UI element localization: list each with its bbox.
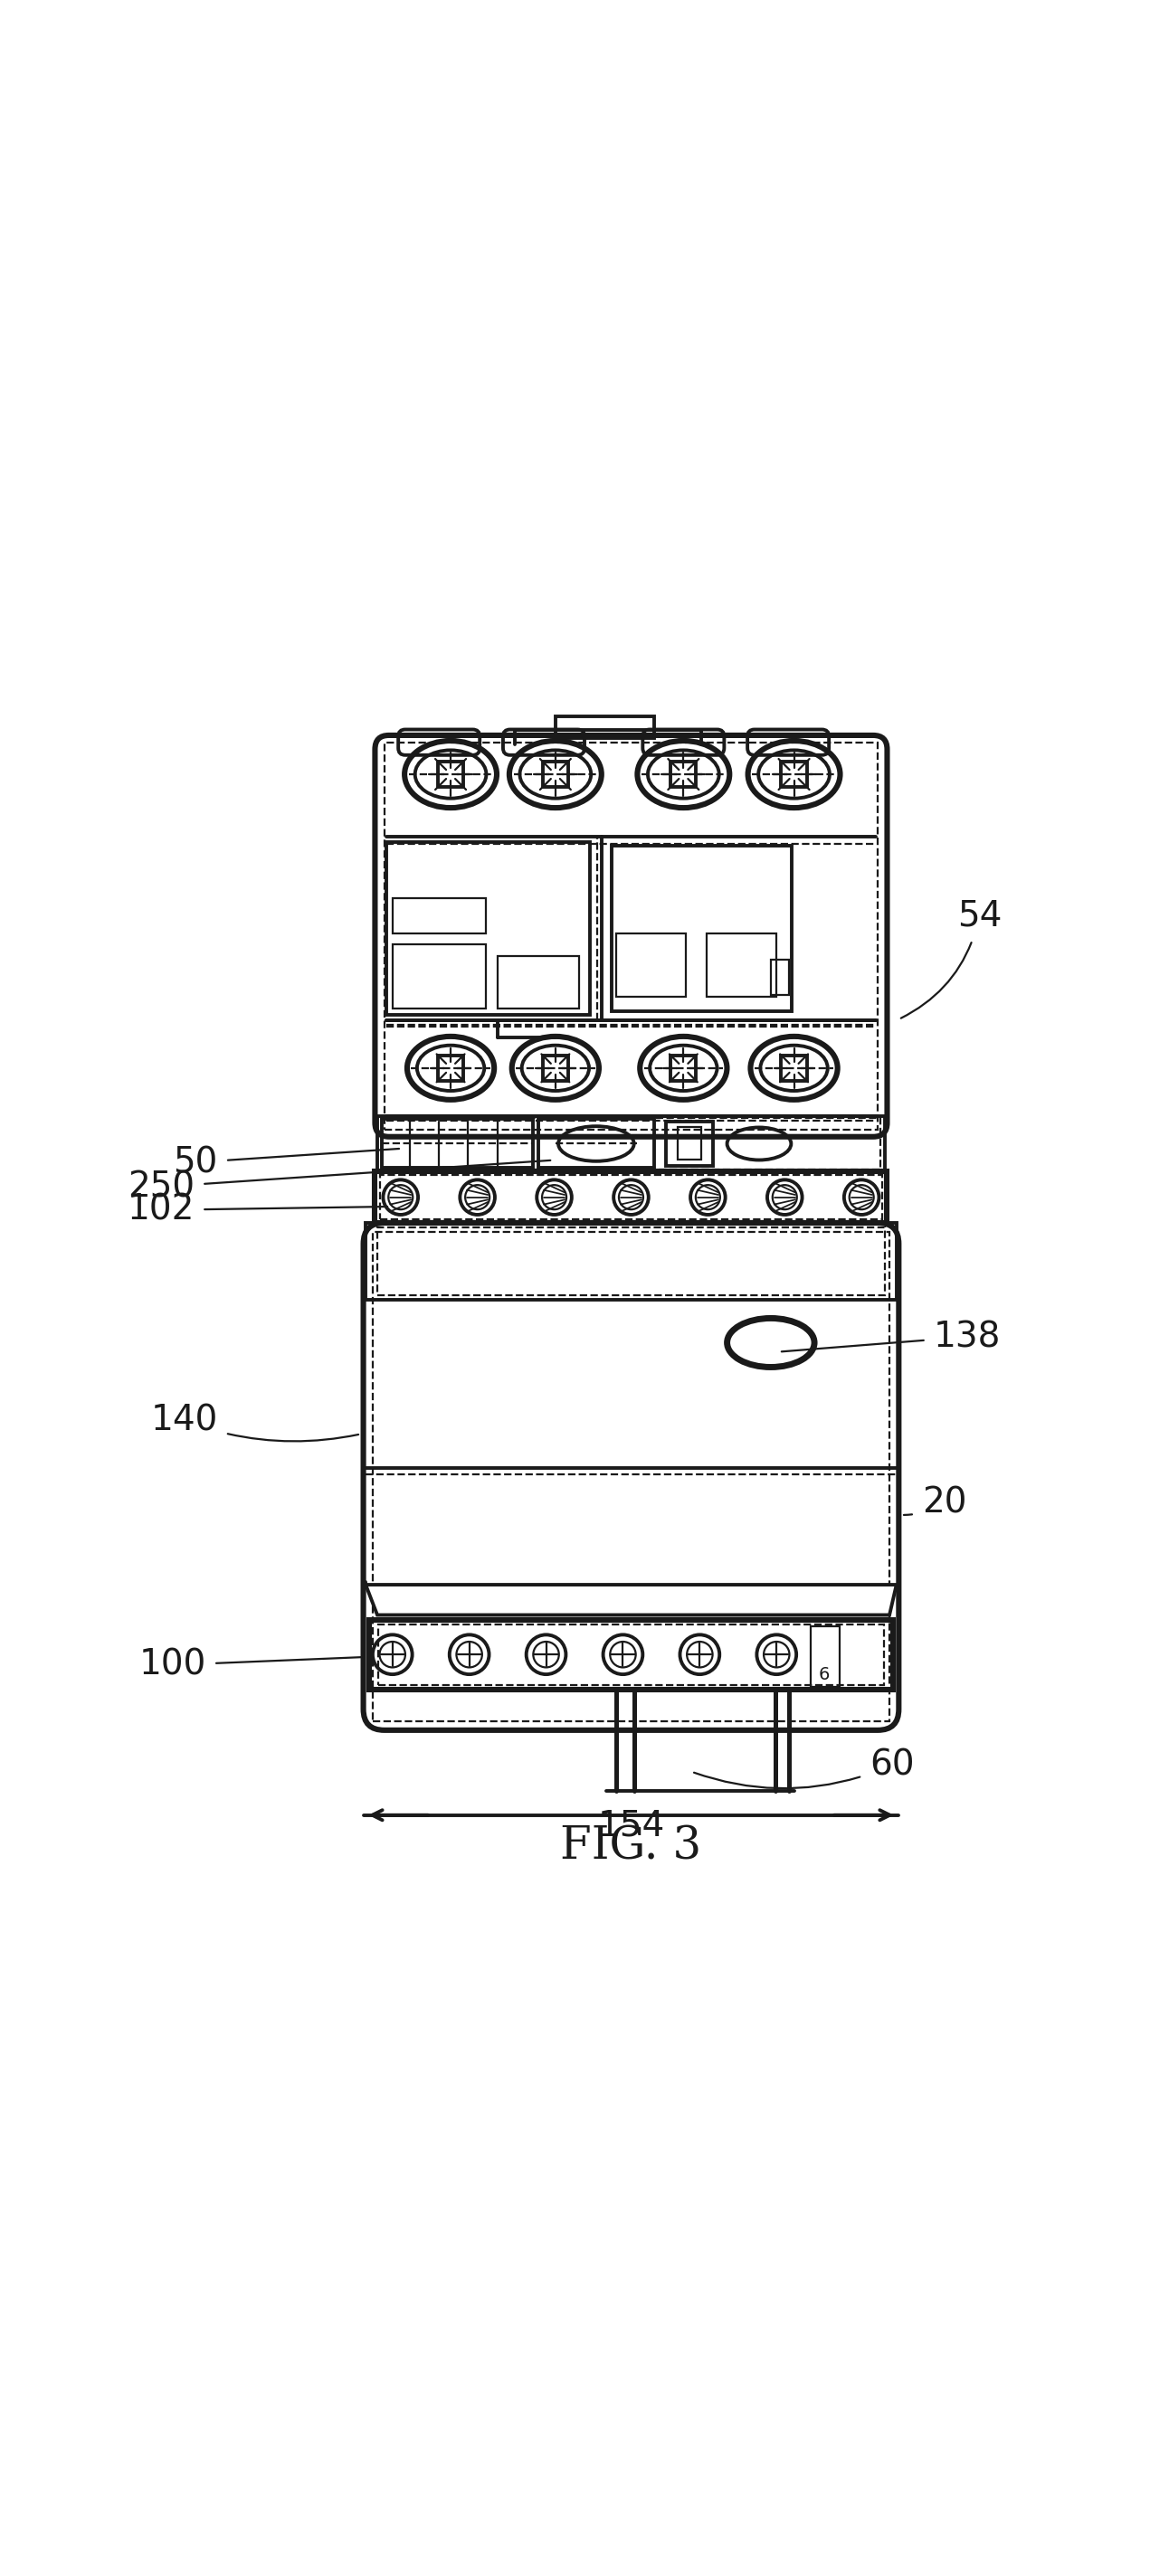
Bar — [369, 1620, 893, 1690]
Bar — [497, 956, 579, 1010]
Bar — [555, 716, 655, 737]
Bar — [810, 1625, 839, 1687]
Text: 140: 140 — [151, 1404, 359, 1440]
Bar — [382, 1121, 533, 1167]
Text: 6: 6 — [818, 1667, 830, 1685]
Bar — [387, 842, 590, 1015]
Bar — [385, 742, 878, 1131]
Bar — [378, 1115, 885, 1172]
Text: 100: 100 — [139, 1649, 364, 1682]
Polygon shape — [366, 1584, 897, 1615]
Bar — [373, 1231, 890, 1721]
Bar — [438, 762, 463, 788]
Bar — [770, 961, 789, 994]
Bar — [781, 1056, 807, 1082]
Bar — [538, 1121, 655, 1167]
Bar — [671, 1056, 697, 1082]
Bar — [378, 1229, 885, 1296]
Bar — [678, 1128, 701, 1159]
Text: 138: 138 — [782, 1319, 1001, 1355]
Bar — [671, 762, 697, 788]
Bar — [542, 1056, 568, 1082]
Bar — [375, 1172, 887, 1224]
Bar — [438, 1056, 463, 1082]
Bar — [366, 1224, 897, 1301]
Text: 54: 54 — [901, 899, 1002, 1018]
Bar — [382, 1118, 880, 1170]
Bar — [393, 945, 485, 1010]
Text: FIG. 3: FIG. 3 — [560, 1824, 701, 1868]
Text: 154: 154 — [597, 1808, 665, 1842]
Bar — [393, 899, 485, 933]
Bar — [611, 845, 791, 1010]
Text: 102: 102 — [127, 1193, 387, 1226]
Bar — [707, 933, 776, 997]
Text: 250: 250 — [127, 1159, 551, 1203]
Text: 20: 20 — [904, 1486, 967, 1520]
Text: 50: 50 — [173, 1146, 399, 1180]
Text: 60: 60 — [694, 1749, 914, 1788]
Bar — [542, 762, 568, 788]
Bar — [781, 762, 807, 788]
Bar — [616, 933, 686, 997]
Bar — [379, 1625, 884, 1685]
Bar — [380, 1175, 883, 1218]
Bar — [666, 1121, 713, 1167]
